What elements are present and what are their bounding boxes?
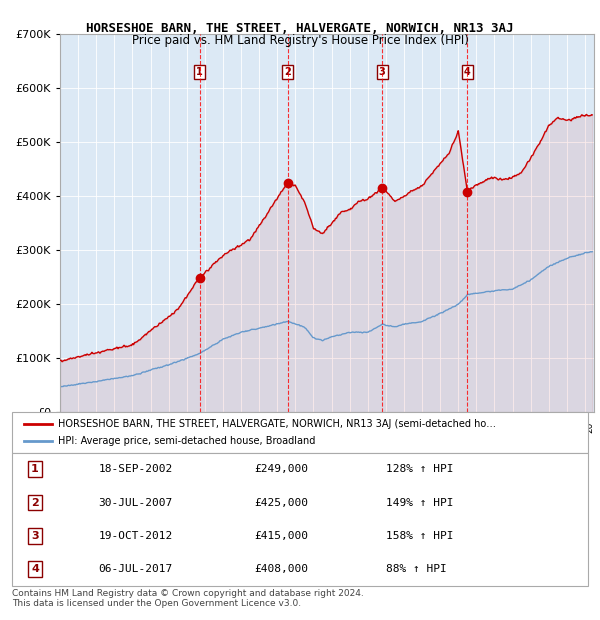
Text: £249,000: £249,000 (254, 464, 308, 474)
Text: 30-JUL-2007: 30-JUL-2007 (98, 498, 173, 508)
Text: £408,000: £408,000 (254, 564, 308, 574)
FancyBboxPatch shape (12, 453, 588, 586)
Text: Price paid vs. HM Land Registry's House Price Index (HPI): Price paid vs. HM Land Registry's House … (131, 34, 469, 47)
Text: £415,000: £415,000 (254, 531, 308, 541)
Text: 18-SEP-2002: 18-SEP-2002 (98, 464, 173, 474)
Text: HORSESHOE BARN, THE STREET, HALVERGATE, NORWICH, NR13 3AJ (semi-detached ho…: HORSESHOE BARN, THE STREET, HALVERGATE, … (58, 418, 496, 428)
Text: Contains HM Land Registry data © Crown copyright and database right 2024.
This d: Contains HM Land Registry data © Crown c… (12, 589, 364, 608)
Text: 88% ↑ HPI: 88% ↑ HPI (386, 564, 447, 574)
Text: 4: 4 (31, 564, 39, 574)
Text: 1: 1 (196, 67, 203, 77)
Text: 3: 3 (31, 531, 39, 541)
Text: 158% ↑ HPI: 158% ↑ HPI (386, 531, 454, 541)
Text: HPI: Average price, semi-detached house, Broadland: HPI: Average price, semi-detached house,… (58, 436, 316, 446)
Text: £425,000: £425,000 (254, 498, 308, 508)
Text: 2: 2 (284, 67, 291, 77)
Text: 4: 4 (464, 67, 471, 77)
Text: 2: 2 (31, 498, 39, 508)
Text: 3: 3 (379, 67, 386, 77)
Text: 1: 1 (31, 464, 39, 474)
Text: 128% ↑ HPI: 128% ↑ HPI (386, 464, 454, 474)
Text: 149% ↑ HPI: 149% ↑ HPI (386, 498, 454, 508)
FancyBboxPatch shape (12, 412, 588, 453)
Text: 19-OCT-2012: 19-OCT-2012 (98, 531, 173, 541)
Text: 06-JUL-2017: 06-JUL-2017 (98, 564, 173, 574)
Text: HORSESHOE BARN, THE STREET, HALVERGATE, NORWICH, NR13 3AJ: HORSESHOE BARN, THE STREET, HALVERGATE, … (86, 22, 514, 35)
